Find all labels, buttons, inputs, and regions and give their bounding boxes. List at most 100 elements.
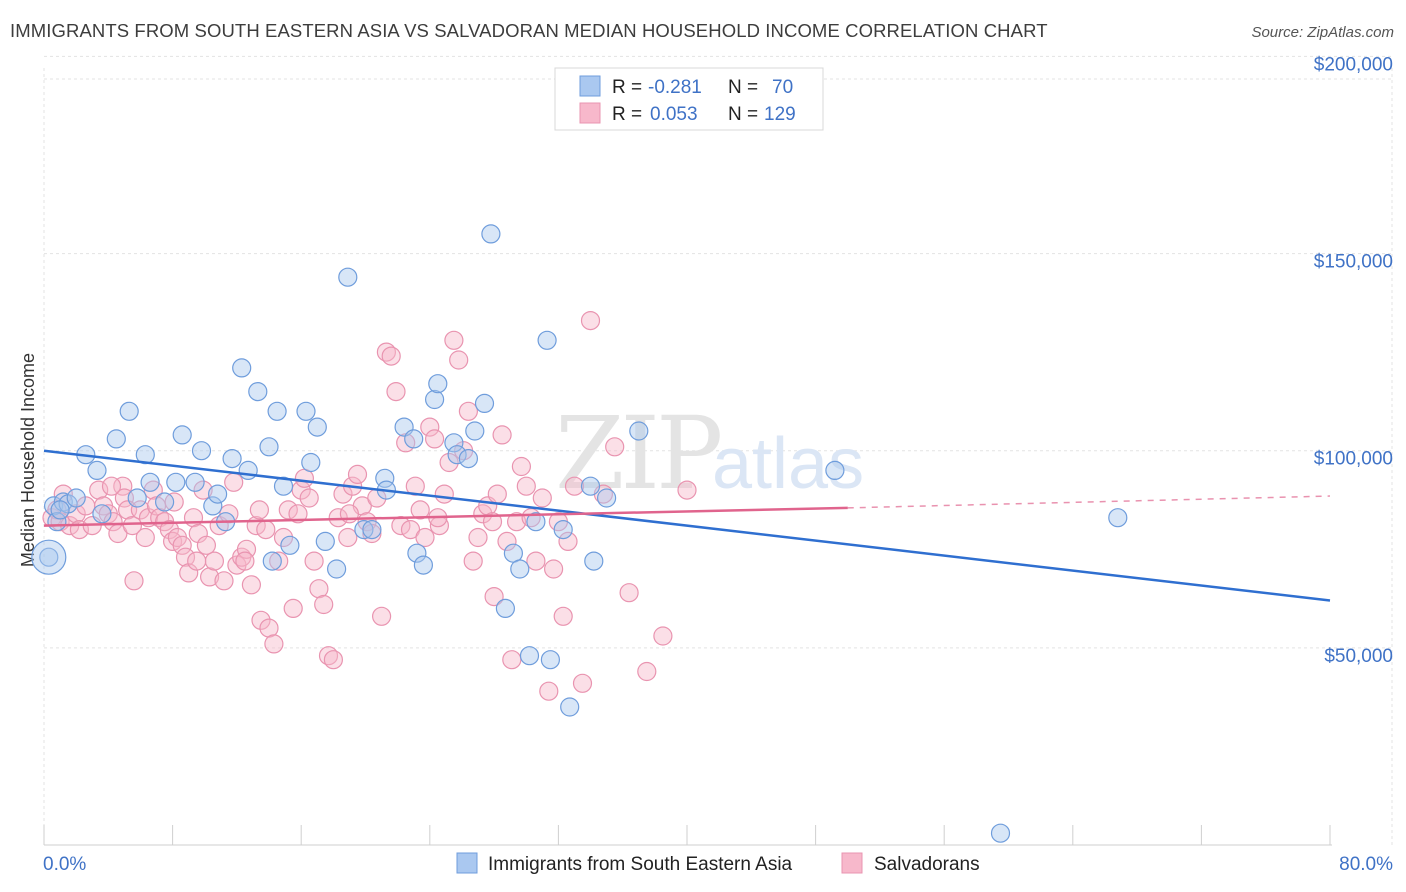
data-point: [362, 519, 382, 540]
data-point: [428, 374, 448, 394]
data-point: [510, 559, 530, 579]
data-point: [553, 519, 573, 540]
data-point: [539, 681, 559, 701]
trend-line-pink: [43, 506, 848, 527]
source-credit: Source: ZipAtlas.com: [1251, 24, 1394, 41]
data-point: [516, 476, 536, 496]
data-point: [119, 401, 139, 421]
data-point: [434, 484, 454, 504]
data-point: [172, 535, 192, 555]
data-point: [580, 476, 601, 496]
watermark-atlas: atlas: [712, 424, 864, 504]
data-point: [66, 488, 86, 508]
data-point: [458, 401, 478, 421]
data-point: [372, 606, 392, 626]
data-point: [519, 646, 540, 666]
data-point: [262, 551, 282, 571]
data-point: [103, 512, 123, 532]
data-point: [468, 527, 488, 548]
data-point: [92, 504, 112, 524]
data-point: [449, 350, 469, 370]
data-point: [89, 480, 109, 500]
series-salvadorans: [42, 311, 697, 701]
y-tick-label: $200,000: [1314, 54, 1393, 75]
data-point: [309, 579, 329, 599]
data-point: [482, 512, 503, 532]
data-point: [400, 519, 421, 540]
data-point: [256, 519, 276, 540]
data-point: [404, 429, 424, 449]
data-point: [283, 598, 303, 619]
data-point: [413, 555, 433, 575]
data-point: [140, 472, 160, 492]
legend-n-value-blue: 70: [772, 77, 793, 98]
data-point: [481, 224, 501, 244]
x-tick-label-max: 80.0%: [1339, 854, 1393, 875]
data-point: [191, 441, 212, 461]
data-point: [273, 476, 294, 496]
data-point: [238, 460, 258, 480]
data-point: [301, 452, 321, 473]
chart-title: IMMIGRANTS FROM SOUTH EASTERN ASIA VS SA…: [10, 20, 1048, 41]
data-point: [463, 551, 483, 571]
data-point: [465, 421, 485, 441]
data-point: [183, 508, 204, 528]
data-point: [267, 401, 287, 421]
data-point: [187, 551, 207, 571]
legend-n-value-pink: 129: [764, 104, 796, 125]
data-point: [410, 500, 430, 520]
data-point: [511, 456, 532, 477]
data-point: [560, 697, 580, 717]
data-point: [502, 650, 522, 670]
data-point: [248, 382, 268, 402]
data-point: [526, 551, 546, 571]
data-point-large: [31, 539, 67, 575]
data-point: [175, 547, 196, 567]
data-point: [825, 460, 845, 480]
data-point: [278, 500, 298, 520]
series-immigrants-south-eastern-asia: [31, 224, 1128, 843]
correlation-legend: R = -0.281 N = 70 R = 0.053 N = 129: [554, 67, 824, 131]
data-point: [200, 567, 220, 587]
data-point: [304, 551, 324, 571]
data-point: [447, 445, 467, 465]
data-point: [532, 488, 552, 508]
bottom-legend-swatch-blue: [456, 852, 478, 874]
data-point: [299, 488, 319, 508]
axes: [43, 825, 1332, 846]
data-point: [288, 504, 308, 524]
data-point: [323, 650, 343, 670]
data-point: [159, 519, 179, 540]
data-point: [296, 401, 316, 421]
data-point: [50, 500, 70, 520]
data-point: [540, 650, 561, 670]
data-point: [251, 610, 271, 630]
data-point: [106, 429, 126, 449]
data-point: [605, 437, 625, 457]
data-point: [259, 618, 279, 638]
data-point: [338, 267, 358, 287]
data-point: [990, 823, 1011, 843]
trend-line-blue: [43, 449, 1331, 602]
data-point: [214, 571, 234, 591]
x-tick-label-min: 0.0%: [43, 854, 86, 875]
trend-lines: [43, 449, 1331, 602]
data-point: [458, 449, 478, 469]
data-point: [415, 527, 435, 548]
data-point: [264, 634, 284, 654]
data-point: [127, 488, 147, 508]
data-point: [130, 500, 150, 520]
data-point: [1108, 508, 1128, 528]
data-point: [249, 500, 269, 520]
y-tick-label: $150,000: [1314, 252, 1393, 273]
data-point: [537, 330, 557, 350]
data-point: [677, 480, 697, 500]
y-tick-labels: $50,000 $100,000 $150,000 $200,000: [1314, 54, 1393, 666]
data-point: [269, 551, 289, 571]
data-point: [280, 535, 300, 555]
bottom-legend-swatch-pink: [841, 852, 863, 874]
data-point: [495, 598, 515, 619]
data-point: [543, 559, 564, 579]
data-point: [484, 586, 504, 607]
